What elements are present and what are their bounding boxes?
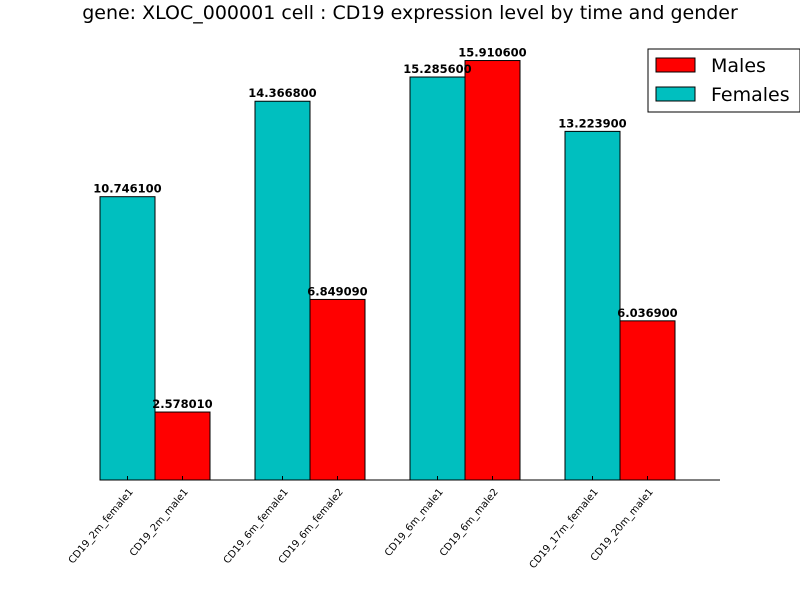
bar-CD19_2m_female1 (99, 196, 156, 481)
bars-layer (99, 60, 676, 481)
bar-CD19_17m_female1 (564, 130, 621, 481)
value-label-CD19_20m_male1: 6.036900 (617, 306, 677, 320)
value-label-CD19_6m_male2: 15.910600 (458, 46, 526, 60)
legend: Males Females (647, 48, 800, 113)
bar-CD19_2m_male1 (154, 411, 211, 481)
x-tick-label-CD19_20m_male1: CD19_20m_male1 (589, 487, 656, 564)
x-tick-label-CD19_6m_male2: CD19_6m_male2 (438, 487, 501, 559)
legend-swatch-females (655, 86, 696, 102)
x-tick-label-CD19_2m_female1: CD19_2m_female1 (67, 487, 136, 566)
chart-title: gene: XLOC_000001 cell : CD19 expression… (82, 2, 738, 24)
value-label-CD19_6m_male1: 15.285600 (403, 62, 471, 76)
legend-label-males: Males (711, 55, 766, 77)
bar-CD19_6m_female1 (254, 100, 311, 481)
value-label-CD19_17m_female1: 13.223900 (558, 116, 626, 130)
x-tick-label-CD19_6m_male1: CD19_6m_male1 (383, 487, 446, 559)
legend-swatch-males (655, 57, 696, 73)
bar-CD19_6m_male2 (464, 60, 521, 481)
value-label-CD19_6m_female2: 6.849090 (307, 284, 367, 298)
x-tick-label-CD19_6m_female2: CD19_6m_female2 (277, 487, 346, 566)
bar-CD19_20m_male1 (619, 320, 676, 481)
bar-CD19_6m_female2 (309, 298, 366, 481)
value-labels-layer: 10.746100 2.578010 14.366800 6.849090 15.285… (93, 46, 677, 411)
x-tick-label-CD19_2m_male1: CD19_2m_male1 (128, 487, 191, 559)
value-label-CD19_2m_female1: 10.746100 (93, 182, 161, 196)
bar-CD19_6m_male1 (409, 76, 466, 481)
value-label-CD19_2m_male1: 2.578010 (152, 397, 212, 411)
legend-label-females: Females (711, 84, 790, 106)
value-label-CD19_6m_female1: 14.366800 (248, 86, 316, 100)
